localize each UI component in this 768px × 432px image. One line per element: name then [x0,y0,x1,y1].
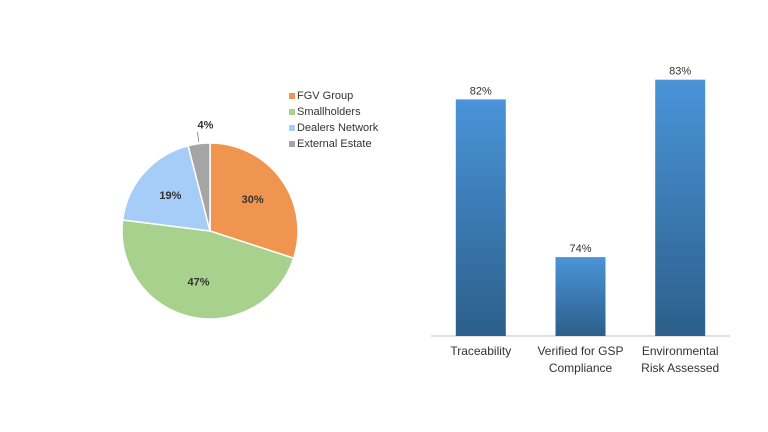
category-label-verified-for-gsp-compliance-line-2: Compliance [549,361,613,375]
category-label-traceability-line-1: Traceability [450,344,511,358]
bar-value-label-verified-for-gsp-compliance: 74% [569,243,591,255]
legend-label-external-estate: External Estate [297,138,372,150]
legend-swatch-fgv-group [289,93,295,99]
bar-chart: 82% Traceability 74% Verified for GSP Compli… [431,66,730,375]
bar-traceability [455,99,506,337]
bar-environmental-risk-assessed [655,79,706,336]
pie-chart: 30% 47% 19% 4% [121,120,299,320]
pie-data-label-dealers-network: 19% [159,190,181,202]
legend-swatch-dealers-network [289,125,295,131]
legend-swatch-external-estate [289,141,295,147]
pie-slice-smallholders [121,219,295,320]
category-label-verified-for-gsp-compliance-line-1: Verified for GSP [537,344,623,358]
pie-slice-dealers-network [121,144,212,232]
bar-value-label-traceability: 82% [470,85,492,97]
legend-swatch-smallholders [289,109,295,115]
bar-verified-for-gsp-compliance [555,257,606,336]
legend-label-dealers-network: Dealers Network [297,122,379,134]
pie-legend: FGV Group Smallholders Dealers Network Exte… [289,90,379,150]
legend-label-fgv-group: FGV Group [297,90,353,102]
pie-data-label-external-estate: 4% [198,120,214,132]
bar-value-label-environmental-risk-assessed: 83% [669,66,691,78]
pie-slice-fgv-group [209,142,299,260]
category-label-environmental-risk-assessed-line-1: Environmental [642,344,719,358]
pie-leader-line-external-estate [197,131,200,142]
legend-label-smallholders: Smallholders [297,106,361,118]
pie-data-label-smallholders: 47% [187,276,209,288]
category-label-environmental-risk-assessed-line-2: Risk Assessed [641,361,719,375]
pie-slice-external-estate [187,142,211,232]
pie-data-label-fgv-group: 30% [242,194,264,206]
